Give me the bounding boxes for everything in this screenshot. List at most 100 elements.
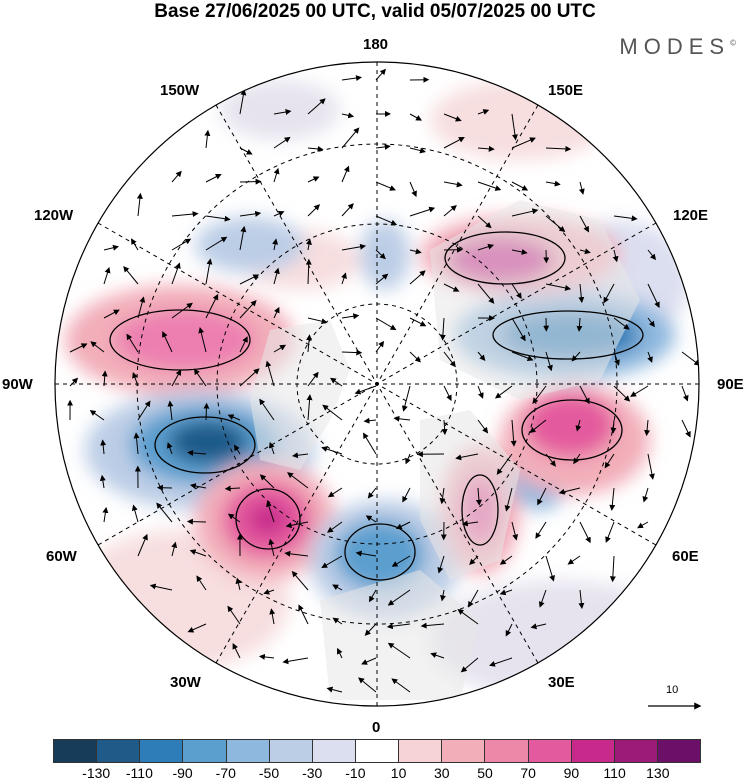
wind-vector [273, 344, 287, 353]
wind-vector [341, 112, 355, 119]
colorbar-swatch [54, 740, 98, 762]
wind-vector [439, 317, 446, 341]
colorbar-tick-labels: -130 -110 -90 -70 -50 -30 -10 10 30 50 70 90 110 130 [53, 765, 701, 783]
wind-vector [609, 487, 616, 511]
wind-vector [393, 415, 411, 422]
map-boundary [54, 61, 700, 707]
wind-vector [198, 327, 207, 353]
wind-vector [579, 248, 591, 255]
wind-vector [537, 487, 547, 506]
wind-vector [477, 109, 490, 115]
wind-vector [137, 400, 151, 421]
wind-vector [387, 642, 411, 659]
wind-vector [189, 549, 207, 557]
wind-vector [647, 351, 653, 363]
wind-vector [136, 192, 143, 217]
wind-vector [326, 686, 343, 693]
lon-label-90w: 90W [2, 376, 33, 393]
wind-vector [511, 521, 519, 541]
wind-vector [443, 181, 463, 188]
colorbar-swatch [97, 740, 141, 762]
wind-vector [69, 377, 79, 387]
modes-logo: MODES© [619, 34, 736, 60]
wind-vector [613, 215, 638, 222]
colorbar-swatch [528, 740, 572, 762]
lon-label-150e: 150E [548, 82, 584, 99]
wind-vector [235, 577, 242, 591]
wind-vector [227, 605, 241, 625]
wind-vector [187, 623, 207, 633]
wind-vector [579, 521, 591, 544]
wind-vector [511, 351, 534, 361]
wind-vector [647, 317, 655, 328]
wind-vector [443, 137, 465, 149]
wind-vector [443, 113, 462, 122]
wind-vector [365, 515, 377, 523]
wind-vector [630, 385, 649, 397]
wind-vector [477, 419, 489, 434]
wind-vector [354, 385, 377, 395]
wind-vector [205, 215, 231, 222]
wind-vector [604, 453, 615, 469]
wind-vector [575, 419, 582, 432]
wind-vector [545, 215, 566, 233]
wind-vector [443, 385, 452, 402]
wind-vector [579, 215, 589, 233]
wind-vector [89, 410, 105, 421]
wind-vector [282, 657, 309, 665]
wind-vector [193, 368, 207, 387]
wind-vector [511, 137, 536, 149]
wind-vector [99, 474, 106, 489]
wind-vector [307, 317, 328, 325]
wind-vector [477, 181, 502, 191]
wind-vector [167, 400, 174, 421]
wind-vector [355, 550, 377, 557]
colorbar-swatch [485, 740, 529, 762]
colorbar-swatch [614, 740, 658, 762]
wind-vector [341, 127, 360, 149]
wind-vector [402, 487, 411, 503]
wind-vector [511, 181, 529, 191]
wind-vector [307, 98, 326, 115]
wind-vector [239, 210, 262, 217]
wind-vector [90, 341, 105, 353]
wind-vector [430, 652, 445, 659]
colorbar-tick-label: -70 [215, 765, 236, 781]
wind-vector [273, 109, 292, 115]
wind-vector [239, 368, 260, 387]
wind-vector [477, 215, 492, 229]
wind-vector [133, 432, 140, 455]
wind-vector [130, 238, 139, 251]
wind-vector [386, 623, 411, 630]
colorbar-swatch [657, 740, 701, 762]
wind-vector [529, 419, 547, 434]
wind-vector [205, 173, 222, 183]
wind-vector [477, 283, 495, 304]
wind-vector [259, 474, 275, 489]
wind-vector [558, 487, 581, 495]
lon-label-90e: 90E [717, 376, 744, 393]
colorbar-tick-label: 110 [603, 765, 626, 781]
wind-vector [647, 249, 657, 261]
wind-vector [239, 178, 262, 185]
wind-vector [499, 589, 513, 596]
wind-vector [460, 657, 479, 673]
wind-vector [457, 608, 479, 625]
wind-vector [284, 550, 309, 557]
wind-vector [375, 215, 398, 226]
wind-vector [409, 206, 436, 217]
wind-vector [258, 653, 275, 660]
colorbar-swatch [442, 740, 486, 762]
lon-label-30w: 30W [170, 674, 201, 691]
wind-vector [375, 143, 391, 150]
wind-vector [268, 538, 275, 557]
wind-vector [391, 678, 411, 693]
wind-vector [644, 419, 651, 437]
wind-vector [375, 340, 385, 353]
colorbar-swatch [312, 740, 356, 762]
colorbar-tick-label: 130 [646, 765, 670, 781]
wind-vector [511, 249, 528, 255]
wind-vector [369, 589, 377, 603]
wind-vector [341, 165, 350, 183]
